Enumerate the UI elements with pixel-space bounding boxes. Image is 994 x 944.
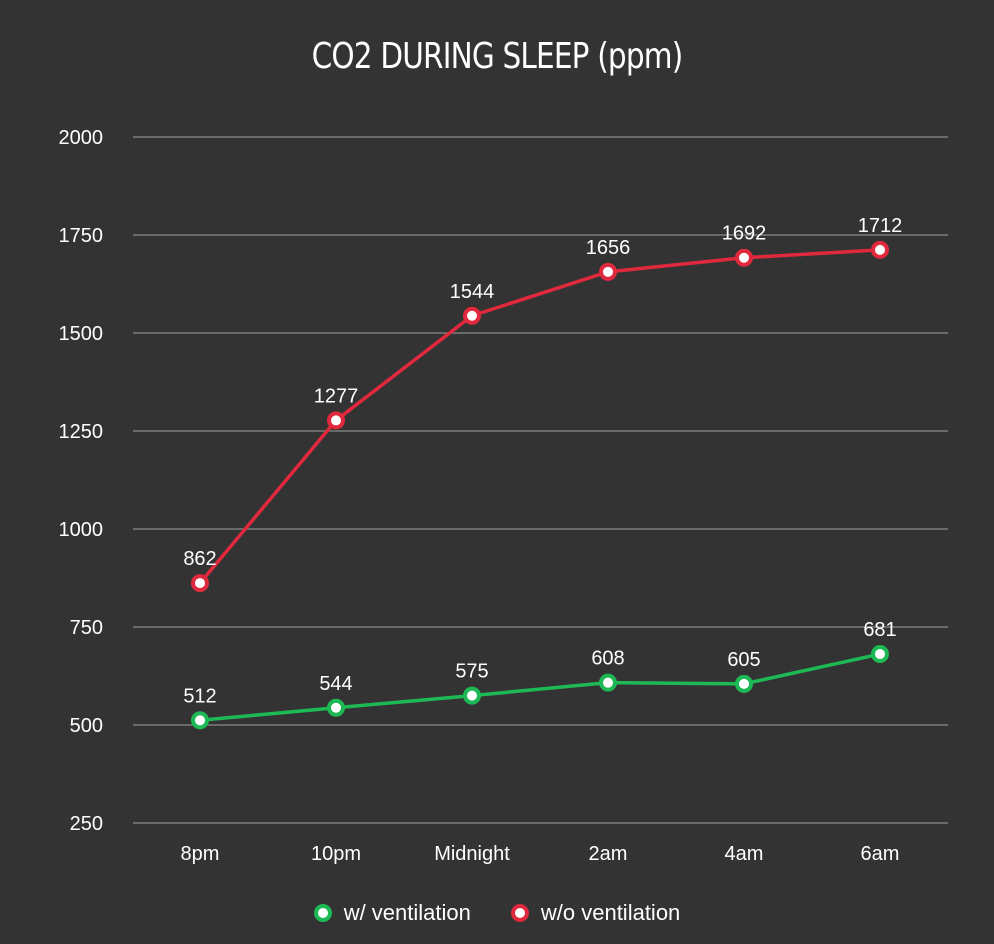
y-tick-label: 250 <box>70 813 103 835</box>
y-tick-label: 2000 <box>59 127 104 149</box>
data-label: 605 <box>727 649 760 671</box>
y-axis: 250 500 750 1000 1250 1500 1750 2000 <box>59 127 104 835</box>
data-label: 1712 <box>858 215 903 237</box>
gridlines <box>133 136 948 824</box>
y-tick-label: 500 <box>70 715 103 737</box>
data-labels: 512 544 575 608 605 681 862 1277 1544 1656 1692 171… <box>183 215 902 707</box>
series-line <box>199 652 881 723</box>
data-point <box>463 306 481 325</box>
data-point <box>871 240 889 259</box>
data-label: 608 <box>591 648 624 670</box>
x-tick-label: 8pm <box>181 843 220 865</box>
x-tick-label: 2am <box>589 843 628 865</box>
y-tick-label: 1250 <box>59 421 104 443</box>
data-point <box>327 698 345 717</box>
x-tick-label: Midnight <box>434 843 510 865</box>
legend: w/ ventilation w/o ventilation <box>0 900 994 926</box>
data-point <box>735 674 753 693</box>
x-tick-label: 4am <box>725 843 764 865</box>
legend-marker-icon <box>510 904 529 922</box>
data-label: 862 <box>183 548 216 570</box>
data-label: 1656 <box>586 237 631 259</box>
chart-title: CO2 DURING SLEEP (ppm) <box>311 36 684 77</box>
legend-item-with-ventilation[interactable]: w/ ventilation <box>313 900 471 926</box>
legend-item-without-ventilation[interactable]: w/o ventilation <box>510 900 681 926</box>
legend-label: w/ ventilation <box>343 900 471 925</box>
data-point <box>599 673 617 692</box>
data-label: 575 <box>455 661 488 683</box>
data-label: 512 <box>183 685 216 707</box>
data-point <box>735 248 753 267</box>
data-point <box>327 411 345 430</box>
y-tick-label: 1750 <box>59 225 104 247</box>
data-point <box>191 574 209 593</box>
x-axis: 8pm 10pm Midnight 2am 4am 6am <box>181 843 900 865</box>
data-label: 1277 <box>314 385 359 407</box>
data-label: 1692 <box>722 223 767 245</box>
x-tick-label: 10pm <box>311 843 361 865</box>
x-tick-label: 6am <box>861 843 900 865</box>
series-line <box>198 248 881 585</box>
data-point <box>599 262 617 281</box>
data-point <box>191 711 209 730</box>
data-label: 681 <box>863 619 896 641</box>
y-tick-label: 750 <box>70 617 103 639</box>
y-tick-label: 1000 <box>59 519 104 541</box>
data-label: 544 <box>319 673 352 695</box>
y-tick-label: 1500 <box>59 323 104 345</box>
legend-marker-icon <box>313 904 332 922</box>
data-point <box>871 645 889 664</box>
data-point <box>463 686 481 705</box>
legend-label: w/o ventilation <box>540 900 681 925</box>
series-points <box>191 240 889 730</box>
data-label: 1544 <box>450 281 495 303</box>
series-lines <box>198 248 881 723</box>
